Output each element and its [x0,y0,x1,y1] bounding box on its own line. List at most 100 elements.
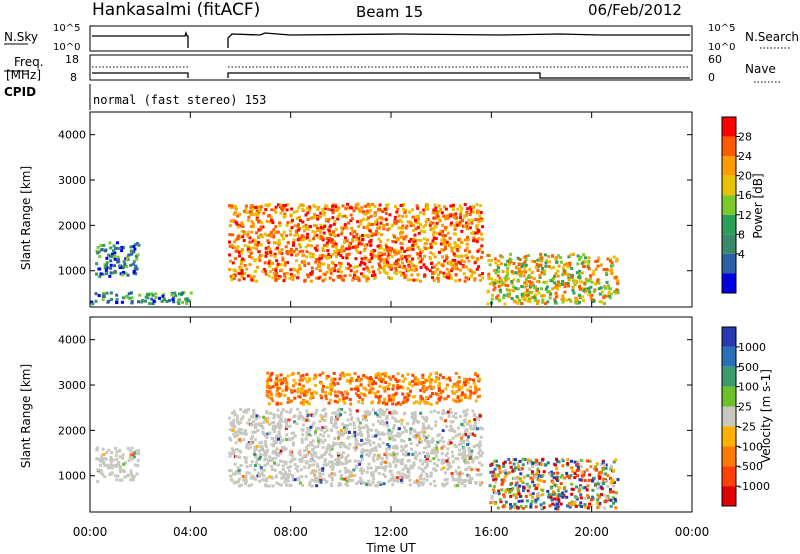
power-cell [437,204,441,208]
power-cell [266,245,270,249]
power-cell [443,226,447,230]
velocity-cell [394,402,398,406]
power-cell [577,293,581,297]
power-cell [590,280,594,284]
power-cell [547,255,550,258]
velocity-cell [253,464,257,467]
velocity-cell [336,382,340,386]
velocity-cell [570,500,574,504]
velocity-cell [371,447,374,451]
velocity-cell [489,470,493,474]
velocity-cell [413,382,417,386]
power-cell [292,238,296,242]
power-cell [246,247,250,251]
velocity-cell [474,372,478,376]
velocity-cell [561,457,564,461]
power-cell [435,231,439,235]
power-cell [447,276,451,280]
power-cell [412,278,416,282]
nsky-tick-top: 10^5 [53,23,80,34]
power-cell [351,239,355,243]
power-cell [568,261,572,265]
power-cell [431,241,435,244]
velocity-cell [600,462,604,466]
velocity-cell [130,450,134,454]
power-cell [415,204,419,208]
power-cell [265,219,269,223]
power-cell [243,209,247,213]
power-cell [403,276,407,280]
velocity-cell [601,461,605,465]
power-cell [234,249,238,253]
velocity-cell [527,461,531,465]
velocity-cell [423,438,427,442]
velocity-cell [233,435,237,439]
power-cell [481,225,484,229]
velocity-cell [350,470,354,474]
power-cell [396,236,400,240]
velocity-cell [361,417,365,421]
power-cell [293,224,297,228]
velocity-cell [360,479,364,483]
velocity-cell [277,463,281,467]
velocity-cell [305,433,309,437]
power-cell [497,284,501,288]
velocity-cell [374,434,378,438]
velocity-cell [401,392,405,396]
power-cell [248,240,252,244]
velocity-cell [374,428,378,432]
velocity-cell [257,457,261,461]
velocity-cell [398,385,402,389]
velocity-cell [356,460,360,464]
power-cell [434,237,438,241]
velocity-cell [472,427,476,431]
power-cell [355,238,359,242]
power-cell [594,282,597,286]
power-cell [109,266,113,270]
velocity-cell [390,473,394,477]
power-cell [350,226,354,230]
power-cell [388,227,391,230]
power-cell [366,266,370,270]
velocity-cell [443,411,447,415]
velocity-cell [288,424,292,428]
velocity-cell [325,376,329,380]
power-cell [231,274,235,278]
velocity-cell [274,452,278,456]
velocity-cell [276,424,280,428]
velocity-cell [242,478,246,482]
power-cell [560,297,564,301]
velocity-cell [312,390,316,394]
velocity-cell [526,489,530,493]
power-cell [318,254,322,258]
power-cell [472,239,476,243]
power-cell [456,207,460,211]
velocity-cell [612,460,616,464]
velocity-cell [586,494,590,498]
velocity-cell [425,464,429,468]
power-cell [105,266,109,269]
velocity-cell [290,453,294,457]
velocity-cell [346,424,350,428]
power-cell [114,246,118,250]
power-cell [528,268,532,272]
velocity-cell [359,431,363,435]
velocity-cell [293,463,297,467]
velocity-cell [391,416,395,420]
power-cell [332,222,336,226]
power-cell [363,255,367,259]
power-cell [428,269,432,273]
power-cell [278,223,282,227]
velocity-cell [264,453,268,457]
velocity-cell [286,466,290,470]
power-cell [359,219,363,223]
power-cell [487,274,491,278]
velocity-cell [490,496,494,500]
velocity-cell [345,427,349,431]
power-cell [375,218,379,222]
power-cell [469,231,473,235]
power-cell [122,265,126,269]
velocity-cell [507,457,511,461]
power-cell [527,274,531,277]
velocity-cell [562,494,566,497]
